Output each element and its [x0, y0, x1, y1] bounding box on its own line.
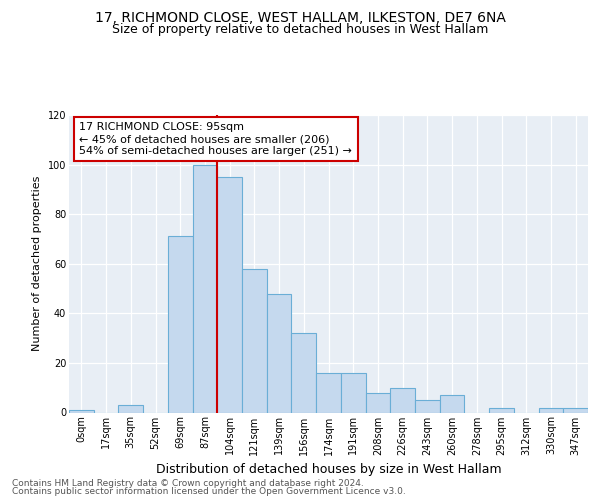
Bar	[365, 392, 390, 412]
Bar	[168, 236, 193, 412]
Bar	[217, 177, 242, 412]
Text: Contains HM Land Registry data © Crown copyright and database right 2024.: Contains HM Land Registry data © Crown c…	[12, 478, 364, 488]
Bar	[539, 408, 563, 412]
Bar	[193, 164, 217, 412]
Text: 17 RICHMOND CLOSE: 95sqm
← 45% of detached houses are smaller (206)
54% of semi-: 17 RICHMOND CLOSE: 95sqm ← 45% of detach…	[79, 122, 352, 156]
Bar	[341, 373, 365, 412]
X-axis label: Distribution of detached houses by size in West Hallam: Distribution of detached houses by size …	[155, 463, 502, 476]
Bar	[69, 410, 94, 412]
Bar	[242, 268, 267, 412]
Text: 17, RICHMOND CLOSE, WEST HALLAM, ILKESTON, DE7 6NA: 17, RICHMOND CLOSE, WEST HALLAM, ILKESTO…	[95, 11, 505, 25]
Bar	[267, 294, 292, 412]
Bar	[292, 333, 316, 412]
Y-axis label: Number of detached properties: Number of detached properties	[32, 176, 42, 352]
Bar	[440, 395, 464, 412]
Bar	[118, 405, 143, 412]
Bar	[563, 408, 588, 412]
Text: Size of property relative to detached houses in West Hallam: Size of property relative to detached ho…	[112, 22, 488, 36]
Bar	[415, 400, 440, 412]
Text: Contains public sector information licensed under the Open Government Licence v3: Contains public sector information licen…	[12, 487, 406, 496]
Bar	[316, 373, 341, 412]
Bar	[489, 408, 514, 412]
Bar	[390, 388, 415, 412]
